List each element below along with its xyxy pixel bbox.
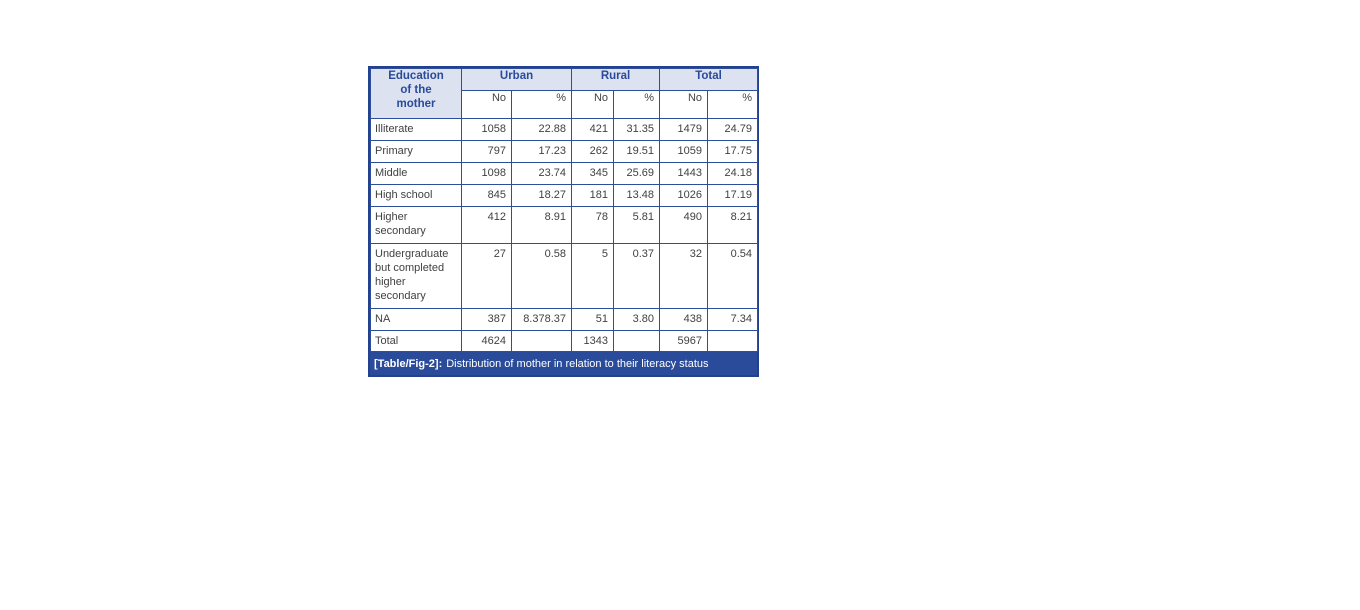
- table-row-na: NA 387 8.378.37 51 3.80 438 7.34: [370, 308, 759, 331]
- cell-urban-pct: 8.378.37: [510, 308, 573, 331]
- subheader-urban-pct: %: [510, 90, 573, 119]
- cell-rural-no: 345: [571, 162, 615, 185]
- row-label: NA: [370, 308, 462, 331]
- table-row-high-school: High school 845 18.27 181 13.48 1026 17.…: [370, 184, 759, 207]
- cell-urban-no: 412: [461, 206, 512, 244]
- cell-urban-no: 797: [461, 140, 512, 163]
- subheader-rural-no: No: [571, 90, 615, 119]
- caption-figure-label: [Table/Fig-2]:: [374, 357, 443, 370]
- cell-total-pct: 0.54: [707, 243, 759, 309]
- table-row-higher-secondary: Higher secondary 412 8.91 78 5.81 490 8.…: [370, 206, 759, 244]
- cell-rural-pct: 5.81: [613, 206, 661, 244]
- row-label: Illiterate: [370, 118, 462, 141]
- cell-urban-pct: [510, 330, 573, 352]
- cell-rural-no: 78: [571, 206, 615, 244]
- cell-total-no: 32: [659, 243, 709, 309]
- row-label: Middle: [370, 162, 462, 185]
- cell-total-no: 1443: [659, 162, 709, 185]
- cell-rural-pct: 19.51: [613, 140, 661, 163]
- cell-urban-pct: 23.74: [510, 162, 573, 185]
- caption-text: Distribution of mother in relation to th…: [446, 357, 709, 370]
- corner-header-education-of-the-mother: Education of the mother: [370, 68, 462, 119]
- cell-rural-no: 5: [571, 243, 615, 309]
- cell-urban-pct: 17.23: [510, 140, 573, 163]
- cell-urban-pct: 0.58: [510, 243, 573, 309]
- cell-urban-no: 1058: [461, 118, 512, 141]
- group-header-row: Education of the mother Urban Rural Tota…: [370, 68, 759, 119]
- column-group-total: Total: [659, 68, 759, 91]
- table-row-illiterate: Illiterate 1058 22.88 421 31.35 1479 24.…: [370, 118, 759, 141]
- corner-header-line: Education: [388, 70, 444, 82]
- table-figure: Education of the mother Urban Rural Tota…: [368, 66, 759, 377]
- cell-rural-pct: 25.69: [613, 162, 661, 185]
- row-label: Higher secondary: [370, 206, 462, 244]
- cell-rural-pct: 3.80: [613, 308, 661, 331]
- cell-rural-no: 51: [571, 308, 615, 331]
- row-label: High school: [370, 184, 462, 207]
- cell-urban-pct: 18.27: [510, 184, 573, 207]
- cell-urban-no: 4624: [461, 330, 512, 352]
- sub-header-row: No % No % No %: [371, 90, 759, 119]
- corner-header-line: of the: [400, 84, 432, 96]
- cell-total-no: 438: [659, 308, 709, 331]
- row-label: Undergraduate but completed higher secon…: [370, 243, 462, 309]
- table-row-total: Total 4624 1343 5967: [370, 330, 759, 352]
- cell-rural-no: 1343: [571, 330, 615, 352]
- cell-urban-no: 1098: [461, 162, 512, 185]
- cell-urban-no: 27: [461, 243, 512, 309]
- table-caption: [Table/Fig-2]: Distribution of mother in…: [370, 352, 757, 375]
- cell-rural-no: 262: [571, 140, 615, 163]
- cell-total-no: 490: [659, 206, 709, 244]
- table-row-primary: Primary 797 17.23 262 19.51 1059 17.75: [370, 140, 759, 163]
- corner-header-line: mother: [396, 98, 436, 110]
- cell-rural-pct: 31.35: [613, 118, 661, 141]
- subheader-total-no: No: [659, 90, 709, 119]
- subheader-total-pct: %: [707, 90, 759, 119]
- cell-rural-pct: 0.37: [613, 243, 661, 309]
- cell-urban-pct: 22.88: [510, 118, 573, 141]
- column-group-rural: Rural: [571, 68, 661, 91]
- cell-total-no: 1479: [659, 118, 709, 141]
- table-row-middle: Middle 1098 23.74 345 25.69 1443 24.18: [370, 162, 759, 185]
- cell-urban-pct: 8.91: [510, 206, 573, 244]
- cell-total-pct: 7.34: [707, 308, 759, 331]
- column-group-urban: Urban: [460, 68, 573, 91]
- subheader-urban-no: No: [461, 90, 512, 119]
- cell-total-pct: 8.21: [707, 206, 759, 244]
- cell-rural-pct: 13.48: [613, 184, 661, 207]
- cell-rural-no: 181: [571, 184, 615, 207]
- cell-total-pct: [707, 330, 759, 352]
- cell-total-no: 5967: [659, 330, 709, 352]
- cell-total-no: 1026: [659, 184, 709, 207]
- cell-total-pct: 24.79: [707, 118, 759, 141]
- subheader-rural-pct: %: [613, 90, 661, 119]
- literacy-table: Education of the mother Urban Rural Tota…: [370, 68, 759, 352]
- cell-total-pct: 17.19: [707, 184, 759, 207]
- cell-urban-no: 845: [461, 184, 512, 207]
- cell-total-pct: 17.75: [707, 140, 759, 163]
- cell-urban-no: 387: [461, 308, 512, 331]
- row-label: Primary: [370, 140, 462, 163]
- cell-rural-pct: [613, 330, 661, 352]
- table-row-undergraduate: Undergraduate but completed higher secon…: [370, 243, 759, 309]
- cell-total-pct: 24.18: [707, 162, 759, 185]
- cell-rural-no: 421: [571, 118, 615, 141]
- cell-total-no: 1059: [659, 140, 709, 163]
- row-label: Total: [370, 330, 462, 352]
